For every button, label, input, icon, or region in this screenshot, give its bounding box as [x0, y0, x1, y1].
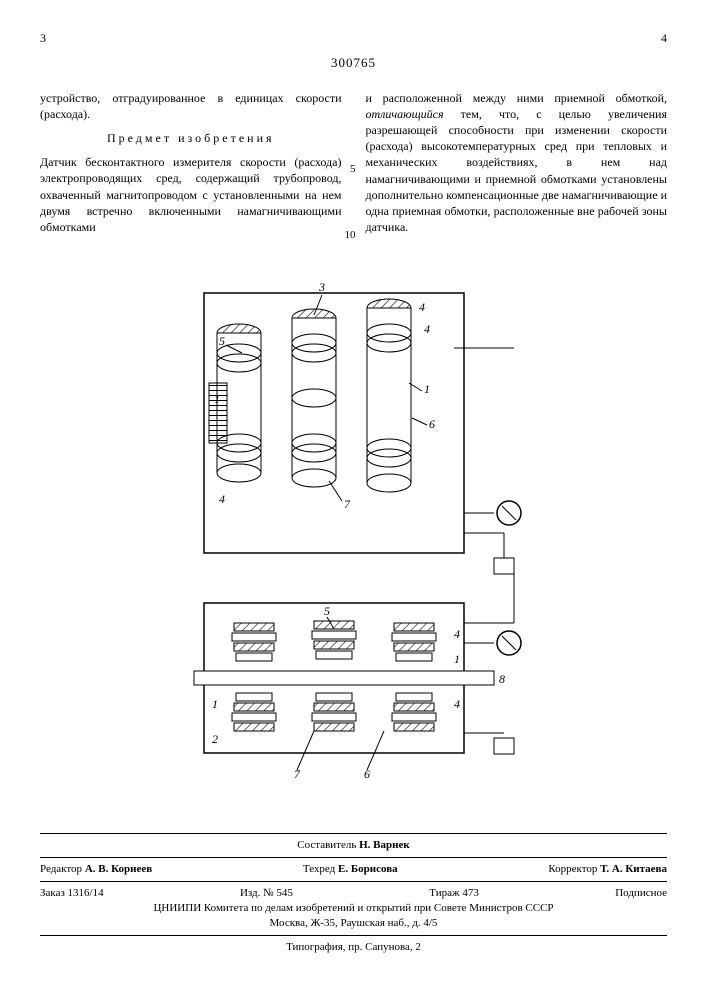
line-number-5: 5: [350, 162, 356, 177]
left-para-1: устройство, отградуированное в единицах …: [40, 90, 342, 122]
footer-credits: Редактор А. В. Корнеев Техред Е. Борисов…: [40, 858, 667, 882]
fig2-label-8: 8: [499, 672, 505, 686]
izd: Изд. № 545: [240, 886, 293, 901]
fig2-label-4b: 4: [454, 697, 460, 711]
org: ЦНИИПИ Комитета по делам изобретений и о…: [40, 901, 667, 916]
line-number-10: 10: [345, 228, 356, 243]
bottom-figure: 5 1 2 4 4 1 8 7 6: [194, 563, 521, 781]
order: Заказ 1316/14: [40, 886, 104, 901]
technical-figure: 3 4 5 1 1 6 4 7 4: [164, 273, 544, 793]
fig-label-6a: 6: [429, 417, 435, 431]
fig-label-7a: 7: [344, 497, 351, 511]
right-para-1: и расположенной между ними приемной обмо…: [366, 90, 668, 236]
page-num-right: 4: [661, 30, 667, 46]
doc-number: 300765: [40, 54, 667, 72]
compiler-name: Н. Варнек: [359, 839, 410, 851]
editor-cell: Редактор А. В. Корнеев: [40, 862, 152, 877]
page-number-row: 3 4: [40, 30, 667, 46]
fig2-label-2: 2: [212, 732, 218, 746]
fig-label-4c: 4: [424, 322, 430, 336]
fig-label-1a: 1: [214, 392, 220, 406]
footer-block: Составитель Н. Варнек Редактор А. В. Кор…: [40, 833, 667, 958]
top-figure: 3 4 5 1 1 6 4 7 4: [204, 280, 521, 574]
sign: Подписное: [615, 886, 667, 901]
fig2-label-5: 5: [324, 604, 330, 618]
fig-label-4b: 4: [219, 492, 225, 506]
section-title: Предмет изобретения: [40, 130, 342, 146]
right-text-b: тем, что, с целью увеличения разрешающей…: [366, 107, 668, 234]
fig2-label-1: 1: [212, 697, 218, 711]
right-text-a: и расположенной между ними приемной обмо…: [366, 91, 668, 105]
footer-typography: Типография, пр. Сапунова, 2: [40, 936, 667, 959]
page-num-left: 3: [40, 30, 46, 46]
tirazh: Тираж 473: [429, 886, 479, 901]
left-column: устройство, отградуированное в единицах …: [40, 90, 342, 244]
fig2-label-4a: 4: [454, 627, 460, 641]
fig-label-3: 3: [318, 280, 325, 294]
left-para-2: Датчик бесконтактного измерителя скорост…: [40, 154, 342, 235]
corrector-cell: Корректор Т. А. Китаева: [548, 862, 667, 877]
fig-label-5: 5: [219, 334, 225, 348]
text-columns: устройство, отградуированное в единицах …: [40, 90, 667, 244]
right-column: и расположенной между ними приемной обмо…: [366, 90, 668, 244]
fig2-label-1b: 1: [454, 652, 460, 666]
tech-cell: Техред Е. Борисова: [303, 862, 398, 877]
fig-label-4a: 4: [419, 300, 425, 314]
footer-print-info: Заказ 1316/14 Изд. № 545 Тираж 473 Подпи…: [40, 882, 667, 936]
addr: Москва, Ж-35, Раушская наб., д. 4/5: [40, 916, 667, 931]
footer-compiler: Составитель Н. Варнек: [40, 834, 667, 858]
right-text-em: отличающийся: [366, 107, 444, 121]
compiler-label: Составитель: [297, 839, 356, 851]
fig-label-1b: 1: [424, 382, 430, 396]
